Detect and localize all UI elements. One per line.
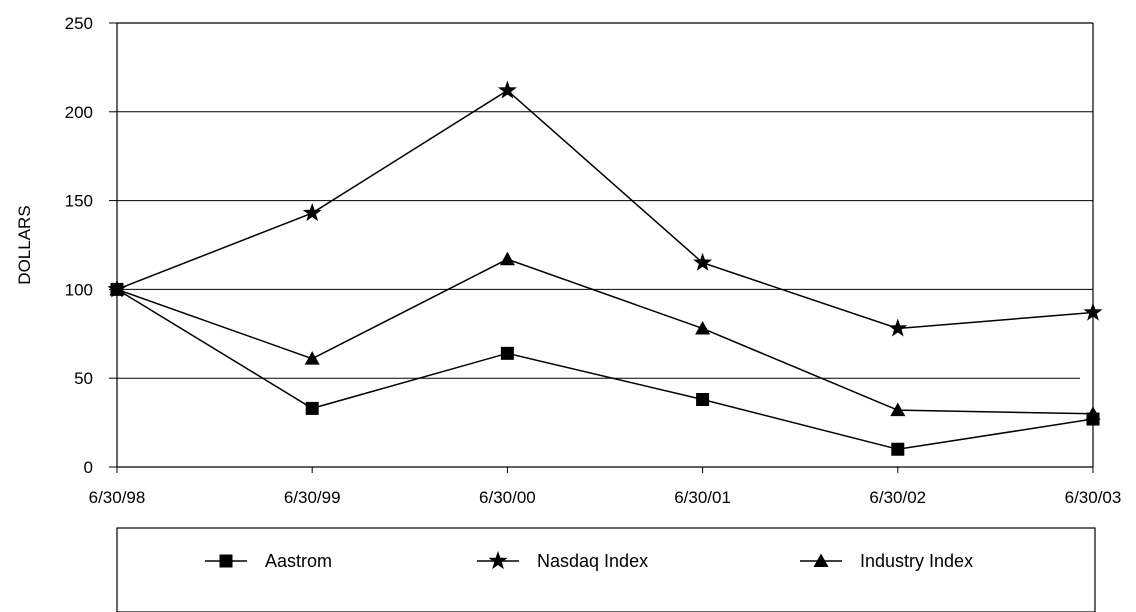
y-tick-label: 50 [74, 369, 93, 388]
data-point-aastrom [891, 442, 905, 456]
x-tick-labels: 6/30/98 6/30/99 6/30/00 6/30/01 6/30/02 6/30/… [89, 488, 1122, 507]
series-nasdaq-index [107, 80, 1103, 337]
series-aastrom [110, 282, 1100, 456]
data-point-aastrom [696, 393, 710, 407]
legend-marker-star [488, 551, 508, 570]
legend-label: Aastrom [265, 551, 332, 571]
grid-lines [117, 111, 1093, 379]
data-point-nasdaq-index [693, 252, 713, 271]
data-point-industry-index [695, 320, 711, 335]
legend-marker-triangle [813, 553, 829, 567]
y-tick-label: 0 [84, 458, 93, 477]
x-tick-label: 6/30/99 [284, 488, 341, 507]
data-point-aastrom [305, 401, 319, 415]
data-point-aastrom [500, 346, 514, 360]
data-point-nasdaq-index [302, 203, 322, 222]
legend-item-nasdaq-index: Nasdaq Index [477, 551, 648, 571]
data-point-industry-index [499, 251, 515, 266]
x-tick-label: 6/30/02 [869, 488, 926, 507]
data-point-industry-index [890, 402, 906, 417]
data-point-industry-index [1085, 406, 1101, 420]
legend-box [116, 527, 1096, 612]
series-line-aastrom [116, 288, 1094, 451]
series-industry-index [109, 251, 1101, 420]
series-group [107, 80, 1103, 456]
data-point-nasdaq-index [888, 318, 908, 337]
legend-item-industry-index: Industry Index [800, 551, 973, 571]
x-tick-label: 6/30/00 [479, 488, 536, 507]
legend-marker-square [219, 554, 233, 568]
legend: Aastrom Nasdaq Index Industry Index [116, 527, 1096, 612]
y-tick-label: 150 [65, 192, 93, 211]
y-tick-labels: 0 50 100 150 200 250 [65, 14, 93, 477]
x-tick-label: 6/30/98 [89, 488, 146, 507]
y-tick-label: 200 [65, 103, 93, 122]
y-tick-label: 250 [65, 14, 93, 33]
data-point-nasdaq-index [497, 80, 517, 99]
legend-label: Industry Index [860, 551, 973, 571]
y-tick-label: 100 [65, 280, 93, 299]
y-axis-title: DOLLARS [15, 205, 34, 284]
x-tick-label: 6/30/03 [1065, 488, 1122, 507]
data-point-industry-index [109, 281, 125, 296]
series-line-industry-index [116, 258, 1094, 415]
data-point-nasdaq-index [1083, 302, 1103, 321]
legend-label: Nasdaq Index [537, 551, 648, 571]
axes [109, 22, 1094, 473]
series-line-nasdaq-index [116, 89, 1094, 330]
legend-item-aastrom: Aastrom [205, 551, 332, 571]
x-tick-label: 6/30/01 [674, 488, 731, 507]
data-point-industry-index [304, 351, 320, 365]
